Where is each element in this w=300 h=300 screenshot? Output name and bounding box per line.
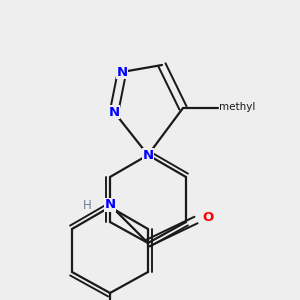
Text: N: N: [108, 106, 120, 118]
Text: H: H: [83, 199, 92, 212]
Text: N: N: [104, 199, 116, 212]
Text: N: N: [142, 148, 154, 161]
Text: methyl: methyl: [220, 101, 256, 112]
Text: N: N: [116, 65, 128, 79]
Text: O: O: [202, 211, 213, 224]
